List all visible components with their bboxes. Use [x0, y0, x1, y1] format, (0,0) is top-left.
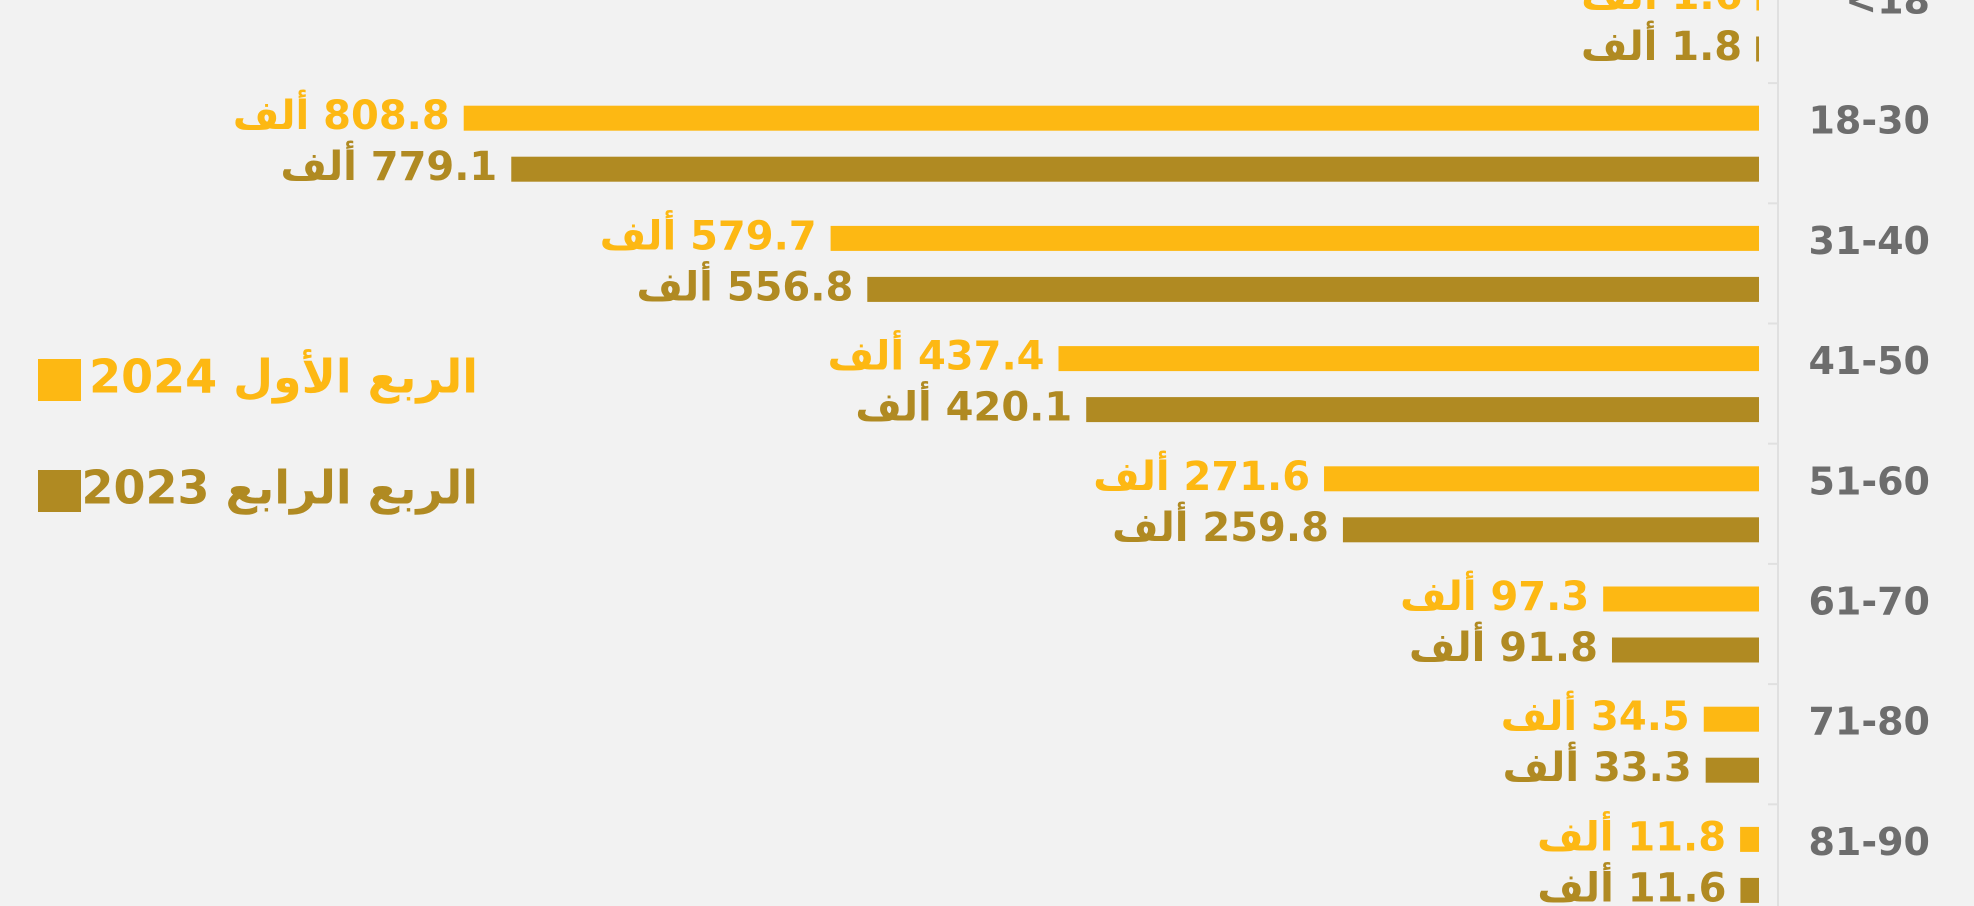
value-label: 97.3 ألف: [1400, 570, 1589, 620]
bar: [1756, 36, 1759, 62]
bar: [1705, 757, 1759, 783]
value-label: 11.6 ألف: [1537, 861, 1726, 906]
value-label: 91.8 ألف: [1409, 621, 1598, 671]
value-label: 1.8 ألف: [1581, 20, 1742, 70]
bar: [1740, 826, 1759, 852]
value-label: 33.3 ألف: [1503, 741, 1692, 791]
bar: [1342, 517, 1759, 543]
bar: [1058, 346, 1759, 372]
value-label: 420.1 ألف: [855, 381, 1072, 431]
value-label: 808.8 ألف: [233, 89, 450, 139]
category-label: 41-50: [1808, 339, 1930, 383]
category-label: 18-30: [1808, 99, 1930, 143]
value-label: 556.8 ألف: [636, 260, 853, 310]
value-label: 1.6 ألف: [1581, 0, 1742, 19]
legend-swatch: [38, 359, 81, 401]
value-label: 579.7 ألف: [600, 209, 817, 259]
bar: [1086, 397, 1759, 423]
value-label: 271.6 ألف: [1093, 450, 1310, 500]
bar: [511, 156, 1759, 182]
value-label: 779.1 ألف: [280, 140, 497, 190]
value-label: 11.8 ألف: [1537, 810, 1726, 860]
legend-label: الربع الرابع 2023: [81, 461, 478, 515]
value-label: 259.8 ألف: [1112, 501, 1329, 551]
bar: [867, 276, 1759, 302]
category-label: 51-60: [1808, 459, 1930, 503]
bar: [1603, 586, 1759, 612]
bar: [463, 105, 1759, 131]
category-label: 81-90: [1808, 820, 1930, 864]
legend-label: الربع الأول 2024: [89, 349, 478, 404]
value-label: 437.4 ألف: [828, 330, 1045, 380]
bar: [1611, 637, 1759, 663]
category-label: 31-40: [1808, 219, 1930, 263]
bar: [1756, 0, 1759, 11]
bar: [1740, 877, 1759, 903]
bar: [830, 225, 1759, 251]
category-label: 61-70: [1808, 580, 1930, 624]
bar: [1324, 466, 1759, 492]
category-label: 71-80: [1808, 700, 1930, 744]
legend-swatch: [38, 470, 81, 512]
value-label: 34.5 ألف: [1501, 690, 1690, 740]
category-label: <18: [1845, 0, 1930, 23]
bar: [1703, 706, 1759, 732]
